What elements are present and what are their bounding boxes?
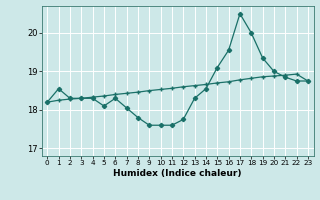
X-axis label: Humidex (Indice chaleur): Humidex (Indice chaleur) [113,169,242,178]
